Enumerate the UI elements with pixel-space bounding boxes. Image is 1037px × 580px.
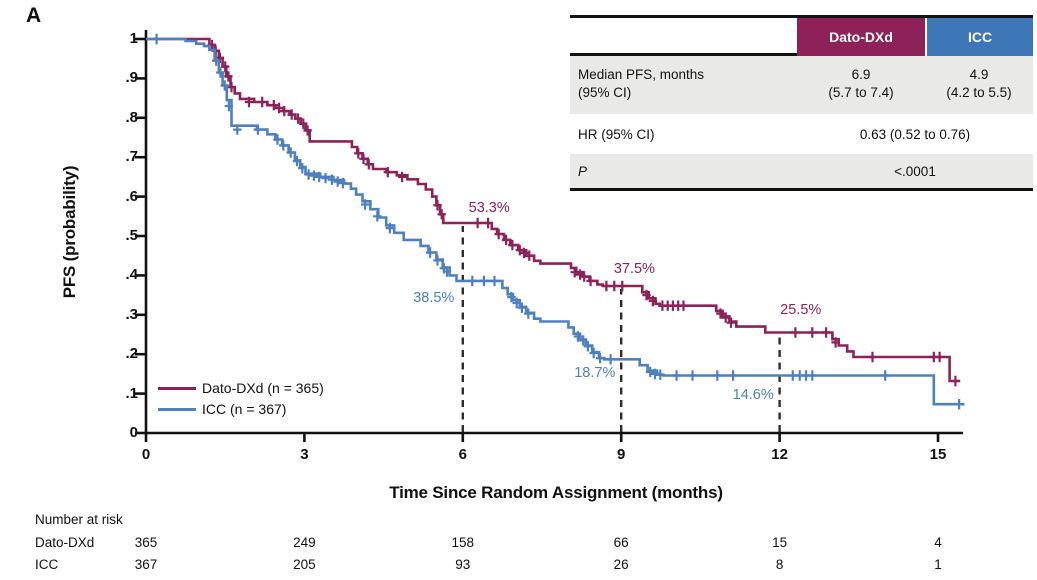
median-dato-line2: (5.7 to 7.4) [828,85,894,100]
summary-row-median-label: Median PFS, months (95% CI) [570,66,797,114]
x-tick-label-6: 6 [458,446,467,463]
summary-row-p-label: P [578,163,588,179]
median-icc-line2: (4.2 to 5.5) [946,85,1012,100]
y-tick-label-.4: .4 [125,266,138,284]
y-tick-label-.1: .1 [125,384,138,402]
legend-line-icc [158,408,196,411]
at-risk-value-dato-dxd-6mo: 158 [451,535,475,550]
at-risk-value-icc-0mo: 367 [134,557,158,572]
legend-label-icc: ICC (n = 367) [202,401,287,417]
annotation-38.5%: 38.5% [413,290,455,307]
y-tick-label-.7: .7 [125,148,138,166]
at-risk-value-dato-dxd-9mo: 66 [613,535,629,550]
summary-row-hr: HR (95% CI) 0.63 (0.52 to 0.76) [570,114,1033,154]
annotation-14.6%: 14.6% [732,386,774,403]
summary-row-median-icc: 4.9 (4.2 to 5.5) [925,66,1033,114]
km-curve-dato [146,37,961,383]
annotation-18.7%: 18.7% [574,364,616,381]
x-tick-label-3: 3 [300,446,309,463]
annotation-25.5%: 25.5% [780,302,822,319]
censor-marks-dato [207,39,960,387]
censor-marks-icc [152,33,964,410]
at-risk-value-icc-3mo: 205 [293,557,316,572]
x-tick-label-12: 12 [771,446,788,463]
at-risk-value-icc-6mo: 93 [455,557,471,572]
summary-row-median-dato: 6.9 (5.7 to 7.4) [797,66,925,114]
y-tick-label-.5: .5 [125,227,138,244]
legend-label-dato: Dato-DXd (n = 365) [202,380,324,396]
x-axis-title: Time Since Random Assignment (months) [389,483,723,502]
median-label-line1: Median PFS, months [578,67,705,82]
x-tick-label-15: 15 [929,446,947,463]
x-tick-label-0: 0 [141,446,151,463]
summary-table-header: Dato-DXd ICC [570,18,1033,56]
panel-label: A [26,4,42,27]
at-risk-value-dato-dxd-3mo: 249 [293,535,316,550]
at-risk-value-dato-dxd-15mo: 4 [934,535,942,550]
number-at-risk-title: Number at risk [35,512,123,527]
y-tick-label-.6: .6 [125,187,138,205]
y-tick-label-0: 0 [129,424,138,441]
y-tick-label-.3: .3 [125,305,138,323]
median-dato-line1: 6.9 [851,67,871,82]
at-risk-value-icc-9mo: 26 [613,557,629,572]
summary-row-median: Median PFS, months (95% CI) 6.9 (5.7 to … [570,56,1033,114]
number-at-risk-label-icc: ICC [35,557,59,572]
summary-table: Dato-DXd ICC Median PFS, months (95% CI)… [570,15,1033,191]
summary-table-header-icc: ICC [925,18,1033,56]
legend-line-dato [158,387,196,390]
summary-row-p-value: <.0001 [894,163,936,179]
summary-table-header-dato: Dato-DXd [797,18,925,56]
number-at-risk-label-dato: Dato-DXd [35,535,95,550]
y-tick-label-.8: .8 [125,108,138,126]
y-axis-title: PFS (probability) [60,165,79,299]
at-risk-value-dato-dxd-12mo: 15 [772,535,788,550]
x-tick-label-9: 9 [617,446,626,463]
at-risk-value-dato-dxd-0mo: 365 [134,535,158,550]
median-label-line2: (95% CI) [578,85,632,100]
at-risk-value-icc-12mo: 8 [775,557,784,572]
y-tick-label-1: 1 [129,30,138,47]
annotation-37.5%: 37.5% [613,261,655,278]
median-icc-line1: 4.9 [969,67,989,82]
summary-row-hr-value: 0.63 (0.52 to 0.76) [859,126,971,142]
summary-row-hr-label: HR (95% CI) [578,126,655,142]
summary-table-header-empty [570,18,797,56]
summary-row-p: P <.0001 [570,154,1033,188]
y-tick-label-.9: .9 [125,69,138,87]
at-risk-value-icc-15mo: 1 [934,557,942,572]
y-tick-label-.2: .2 [125,345,138,363]
annotation-53.3%: 53.3% [468,200,510,217]
